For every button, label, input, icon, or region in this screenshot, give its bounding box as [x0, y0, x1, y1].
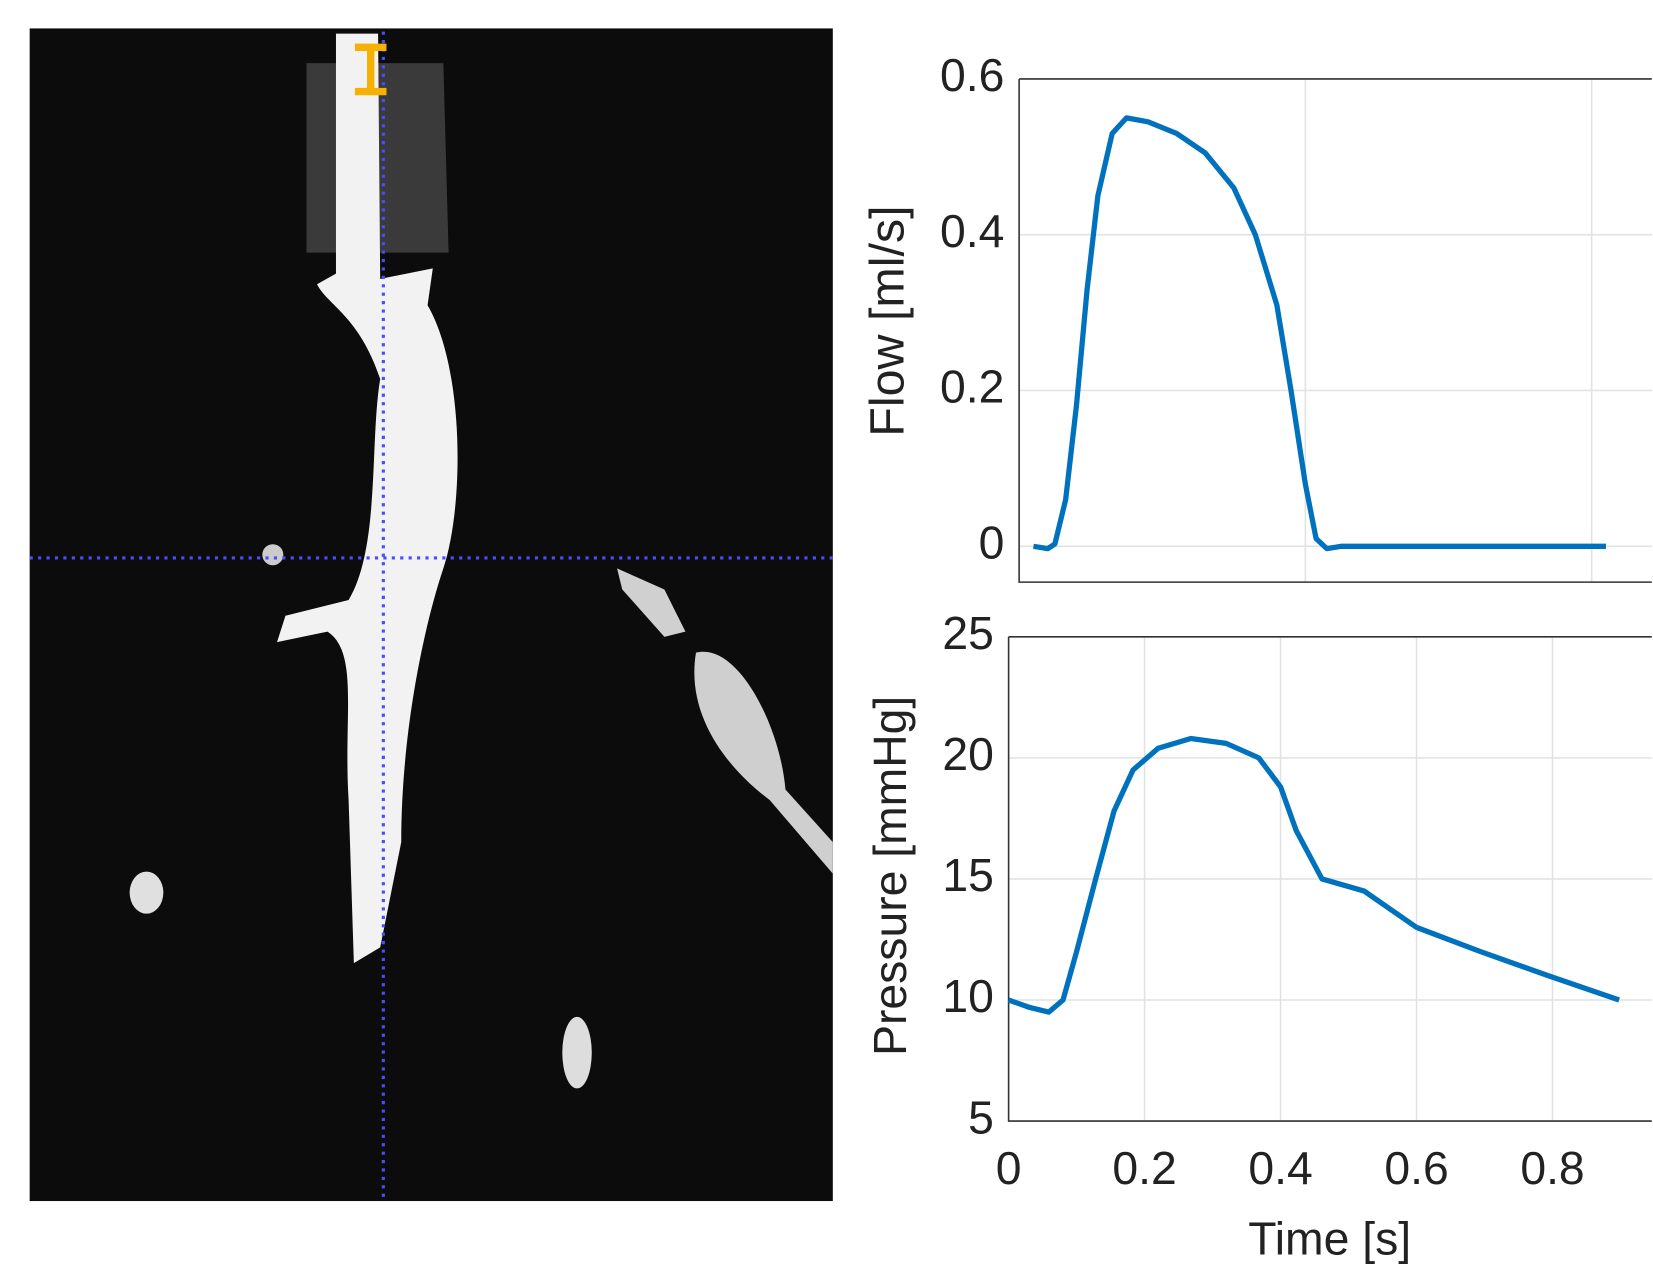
x-tick-label: 0.6 — [1384, 1142, 1448, 1194]
marker — [354, 43, 387, 96]
y-axis-label: Flow [ml/s] — [861, 205, 915, 436]
x-axis-label: Time [s] — [1248, 1212, 1411, 1264]
vessel — [694, 651, 833, 874]
y-tick-label: 0.6 — [940, 49, 1004, 101]
y-tick-label: 20 — [942, 728, 994, 780]
y-tick-label: 15 — [942, 849, 994, 901]
data-line — [1007, 735, 1620, 1015]
ct-image — [29, 28, 833, 1202]
x-tick-label: 0.8 — [1520, 1142, 1584, 1194]
y-tick-label: 25 — [942, 607, 994, 659]
y-tick-label: 0.2 — [940, 361, 1004, 413]
x-tick-label: 0 — [996, 1142, 1022, 1194]
vessel — [277, 33, 458, 964]
y-tick-label: 5 — [968, 1091, 994, 1143]
vessel — [617, 568, 686, 637]
data-line — [1033, 115, 1606, 552]
y-axis-label: Pressure [mmHg] — [864, 696, 916, 1056]
x-tick-label: 0.4 — [1248, 1142, 1312, 1194]
x-tick-label: 0.2 — [1112, 1142, 1176, 1194]
vessel — [562, 1016, 592, 1089]
vessel — [262, 544, 284, 566]
y-tick-label: 0 — [979, 517, 1005, 569]
axes-box — [1018, 78, 1652, 583]
y-tick-label: 10 — [942, 970, 994, 1022]
vessel — [129, 871, 164, 914]
axes-box — [1007, 636, 1652, 1122]
y-tick-label: 0.4 — [940, 205, 1004, 257]
